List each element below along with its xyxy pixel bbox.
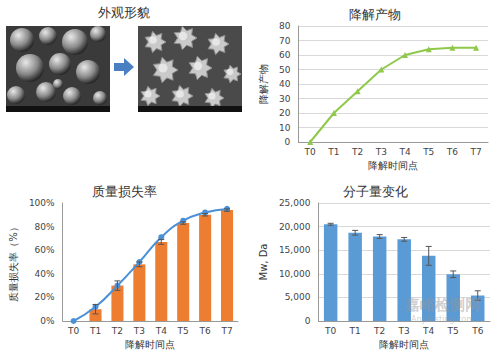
svg-text:30: 30 xyxy=(279,94,291,104)
svg-text:100%: 100% xyxy=(29,198,55,208)
svg-text:T3: T3 xyxy=(398,326,410,336)
svg-text:T6: T6 xyxy=(446,147,458,157)
svg-text:T1: T1 xyxy=(349,326,361,336)
svg-text:5,000: 5,000 xyxy=(285,292,311,302)
svg-text:0: 0 xyxy=(285,137,291,147)
svg-text:降解产物: 降解产物 xyxy=(258,64,269,104)
svg-text:T6: T6 xyxy=(471,326,483,336)
svg-text:T7: T7 xyxy=(220,326,232,336)
svg-text:T3: T3 xyxy=(375,147,387,157)
svg-text:T6: T6 xyxy=(199,326,211,336)
svg-text:20,000: 20,000 xyxy=(279,222,311,232)
html-text:AnyTesting.com: AnyTesting.com xyxy=(411,315,474,324)
svg-text:T7: T7 xyxy=(470,147,482,157)
svg-text:40%: 40% xyxy=(35,269,55,279)
svg-text:60%: 60% xyxy=(35,245,55,255)
svg-text:T2: T2 xyxy=(373,326,385,336)
svg-text:T4: T4 xyxy=(155,326,167,336)
svg-text:T0: T0 xyxy=(324,326,336,336)
svg-text:T2: T2 xyxy=(111,326,123,336)
svg-text:T4: T4 xyxy=(398,147,410,157)
html-text:外观形貌: 外观形貌 xyxy=(98,5,150,20)
svg-text:质量损失率: 质量损失率 xyxy=(92,184,157,199)
svg-text:20: 20 xyxy=(279,108,291,118)
svg-text:25,000: 25,000 xyxy=(279,198,311,208)
svg-text:70: 70 xyxy=(279,36,291,46)
svg-text:80%: 80% xyxy=(35,222,55,232)
svg-text:T2: T2 xyxy=(351,147,363,157)
svg-text:降解时间点: 降解时间点 xyxy=(379,339,429,350)
svg-text:10,000: 10,000 xyxy=(279,269,311,279)
svg-text:降解产物: 降解产物 xyxy=(349,7,401,22)
svg-text:T0: T0 xyxy=(67,326,79,336)
svg-text:分子量变化: 分子量变化 xyxy=(343,184,408,199)
svg-text:T3: T3 xyxy=(133,326,145,336)
svg-text:T4: T4 xyxy=(422,326,434,336)
svg-text:质量损失率（%）: 质量损失率（%） xyxy=(8,222,19,302)
svg-text:0: 0 xyxy=(305,316,311,326)
svg-text:20%: 20% xyxy=(35,292,55,302)
svg-text:0%: 0% xyxy=(40,316,55,326)
html-text:嘉峪检测网: 嘉峪检测网 xyxy=(405,296,480,314)
svg-text:降解时间点: 降解时间点 xyxy=(368,160,418,171)
svg-text:50: 50 xyxy=(279,65,291,75)
svg-text:T1: T1 xyxy=(89,326,101,336)
svg-text:T5: T5 xyxy=(447,326,459,336)
svg-text:60: 60 xyxy=(279,50,291,60)
svg-text:T5: T5 xyxy=(422,147,434,157)
svg-text:T0: T0 xyxy=(304,147,316,157)
svg-text:40: 40 xyxy=(279,79,291,89)
svg-text:T5: T5 xyxy=(177,326,189,336)
svg-text:80: 80 xyxy=(279,21,291,31)
svg-text:15,000: 15,000 xyxy=(279,245,311,255)
svg-text:T1: T1 xyxy=(327,147,339,157)
svg-text:Mw, Da: Mw, Da xyxy=(258,244,269,281)
svg-text:10: 10 xyxy=(279,123,291,133)
svg-text:降解时间点: 降解时间点 xyxy=(125,339,175,350)
